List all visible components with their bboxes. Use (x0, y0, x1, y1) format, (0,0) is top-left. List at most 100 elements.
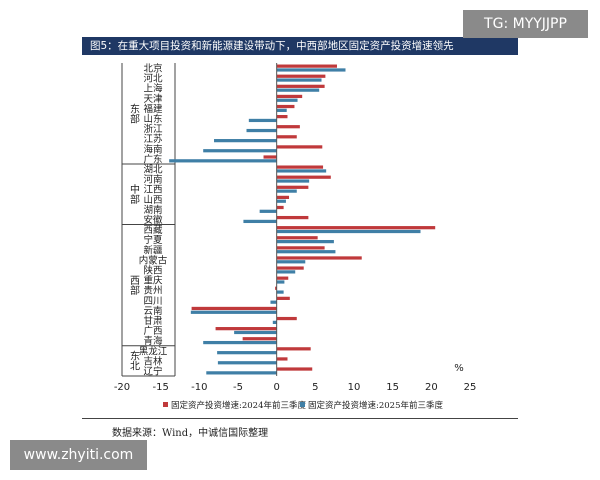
category-label: 安徽 (143, 214, 163, 226)
bar-2024 (276, 135, 297, 139)
bar-2024 (191, 306, 277, 311)
category-label: 福建 (143, 103, 163, 115)
bar-2025 (276, 260, 306, 264)
category-label: 湖北 (143, 165, 163, 176)
x-tick-label: 5 (312, 382, 318, 393)
group-label: 东部 (128, 102, 140, 124)
group-label: 中部 (128, 183, 140, 205)
category-label: 云南 (143, 305, 162, 317)
bar-2025 (234, 330, 277, 335)
category-label: 河南 (143, 174, 162, 186)
bar-2025 (276, 98, 298, 102)
bar-2025 (169, 159, 277, 163)
category-label: 广东 (143, 153, 162, 165)
category-label: 北京 (143, 63, 162, 75)
bar-2025 (276, 88, 320, 92)
bar-2025 (276, 108, 287, 112)
category-label: 内蒙古 (139, 254, 168, 266)
figure-title: 图5：在重大项目投资和新能源建设带动下，中西部地区固定资产投资增速领先 (82, 37, 518, 55)
bar-2025 (214, 139, 277, 143)
x-tick-label: -10 (191, 382, 207, 393)
bar-2025 (217, 351, 277, 355)
category-label: 山东 (143, 113, 162, 125)
bar-2025 (276, 189, 297, 193)
bar-2025 (276, 250, 336, 254)
bar-2025 (272, 320, 277, 324)
bar-2024 (276, 165, 324, 169)
bar-2024 (276, 316, 297, 321)
bar-2025 (276, 280, 285, 284)
category-label: 新疆 (143, 244, 163, 256)
bar-2025 (276, 169, 327, 173)
category-label: 四川 (143, 296, 162, 307)
x-tick-label: -5 (233, 382, 243, 393)
bar-2025 (203, 149, 277, 153)
bar-2025 (276, 78, 322, 82)
bar-2025 (246, 128, 277, 133)
group-label: 西部 (128, 275, 140, 296)
bar-2024 (215, 327, 277, 331)
bar-2024 (276, 104, 295, 109)
category-label: 江西 (143, 185, 162, 196)
category-label: 甘肃 (143, 315, 162, 327)
bar-2024 (276, 266, 304, 270)
bar-2025 (259, 209, 277, 213)
bar-2025 (276, 290, 284, 294)
group-label: 东北 (128, 350, 140, 371)
bar-2024 (276, 226, 436, 230)
category-label: 江苏 (143, 133, 163, 145)
x-tick-label: -15 (152, 382, 168, 393)
x-tick-label: 25 (464, 382, 477, 393)
bar-2024 (276, 74, 326, 78)
bar-2025 (276, 179, 310, 183)
bar-2025 (217, 361, 277, 365)
watermark-tg: TG: MYYJJPP (463, 10, 588, 38)
category-label: 陕西 (143, 264, 162, 276)
category-label: 广西 (143, 325, 162, 337)
legend-label-2025: 固定资产投资增速:2025年前三季度 (308, 400, 443, 411)
legend-swatch-2024 (163, 402, 168, 407)
bar-2024 (276, 256, 362, 260)
bar-2024 (276, 357, 288, 361)
bar-2025 (190, 310, 277, 314)
bar-2024 (276, 175, 331, 179)
source-divider (82, 418, 518, 419)
bar-2025 (276, 270, 296, 274)
bar-2025 (248, 118, 277, 123)
legend-swatch-2025 (300, 402, 305, 407)
bar-2024 (275, 286, 277, 290)
bar-2024 (276, 276, 289, 280)
x-tick-label: 10 (348, 382, 361, 393)
category-label: 海南 (143, 143, 162, 155)
category-label: 上海 (143, 83, 163, 95)
category-label: 黑龙江 (139, 345, 168, 357)
bar-2025 (276, 199, 286, 203)
bar-2025 (243, 219, 277, 224)
category-label: 湖南 (143, 204, 162, 216)
bar-2024 (276, 367, 313, 371)
bar-2024 (276, 125, 300, 129)
x-tick-label: 0 (273, 382, 279, 393)
bar-2024 (242, 337, 277, 341)
bar-2024 (263, 155, 277, 159)
bar-2024 (276, 205, 284, 210)
unit-label: % (454, 363, 464, 374)
bar-2025 (276, 68, 346, 72)
bar-2025 (206, 371, 277, 375)
category-label: 贵州 (143, 285, 162, 297)
category-label: 宁夏 (143, 234, 163, 246)
legend-label-2024: 固定资产投资增速:2024年前三季度 (171, 400, 306, 411)
bar-2024 (276, 215, 309, 220)
x-tick-label: 20 (425, 382, 438, 393)
bar-2025 (276, 239, 334, 244)
bar-2025 (276, 229, 421, 234)
x-tick-label: -20 (114, 382, 130, 393)
bar-2024 (276, 246, 325, 250)
category-label: 西藏 (143, 224, 163, 236)
bar-2024 (276, 185, 309, 189)
bar-2024 (276, 347, 311, 351)
category-label: 天津 (143, 94, 163, 105)
bar-2024 (276, 296, 290, 300)
bar-2025 (203, 340, 277, 345)
